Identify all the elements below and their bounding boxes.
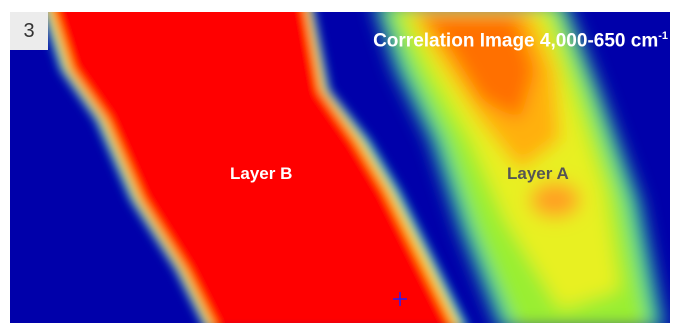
image-title: Correlation Image 4,000-650 cm-1 <box>373 30 668 52</box>
title-superscript: -1 <box>658 30 668 42</box>
layer-label: Layer A <box>507 164 569 184</box>
layer-label: Layer B <box>230 164 292 184</box>
figure: 3 Correlation Image 4,000-650 cm-1 Layer… <box>0 0 680 323</box>
title-text: Correlation Image 4,000-650 cm <box>373 30 658 51</box>
panel-number: 3 <box>10 12 48 50</box>
